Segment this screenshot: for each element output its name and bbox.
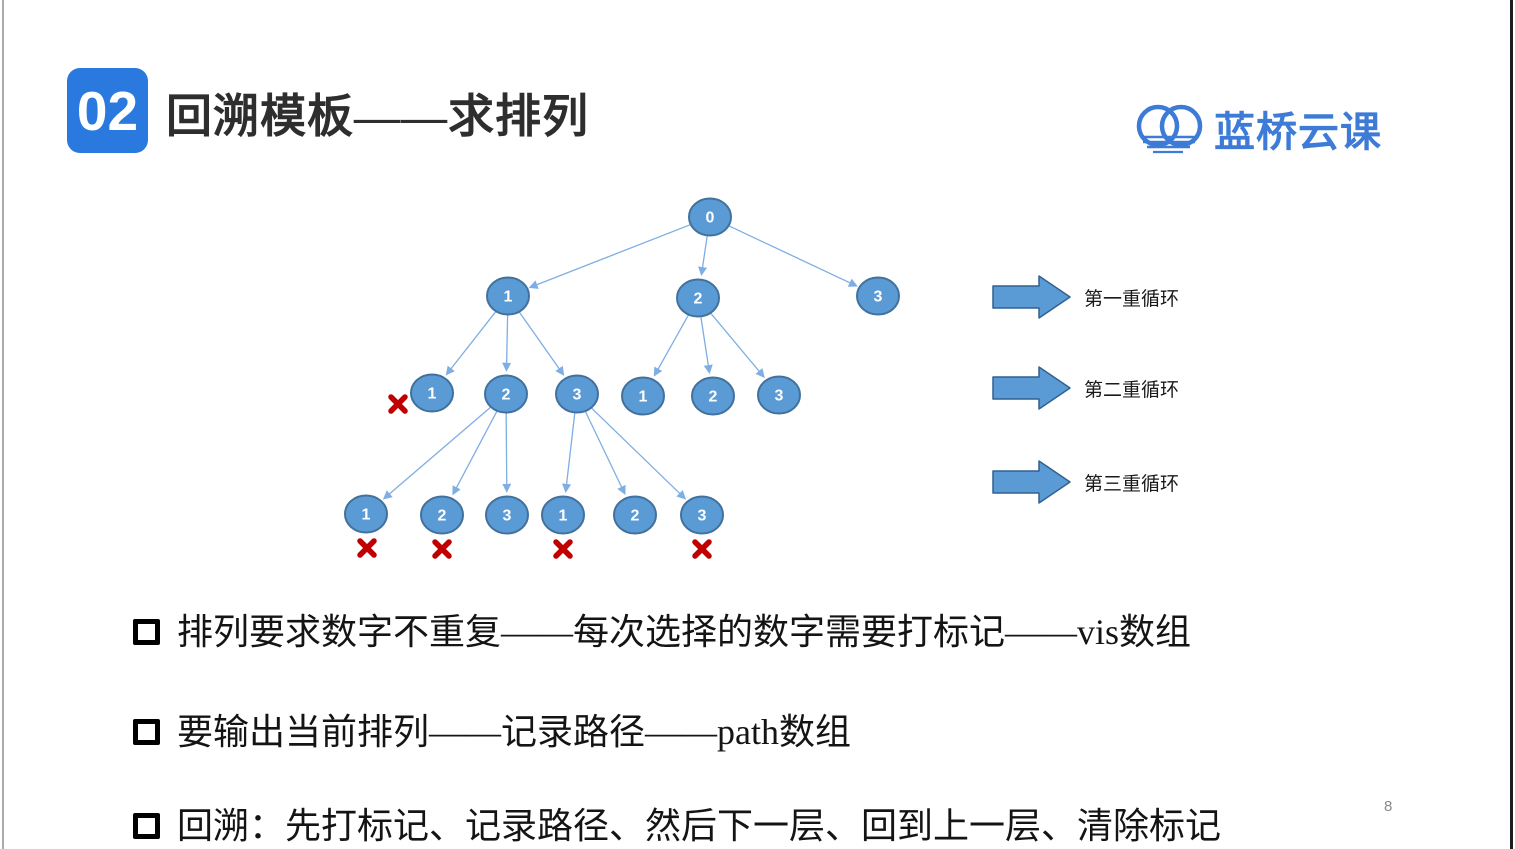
bullet-item-1: 排列要求数字不重复——每次选择的数字需要打标记——vis数组	[133, 610, 1473, 654]
tree-node-label: 1	[504, 289, 513, 306]
tree-node: 2	[420, 495, 464, 535]
square-bullet-icon	[133, 719, 160, 745]
section-number-badge: 02	[67, 68, 148, 153]
tree-node-label: 2	[694, 291, 703, 308]
bullet-item-3: 回溯：先打标记、记录路径、然后下一层、回到上一层、清除标记	[133, 804, 1473, 848]
tree-node: 2	[484, 374, 528, 414]
tree-edge	[653, 314, 690, 377]
slide-title: 回溯模板——求排列	[166, 91, 589, 142]
tree-node: 1	[344, 494, 388, 534]
tree-node-label: 2	[502, 387, 511, 404]
tree-edge	[700, 316, 713, 375]
x-mark-icon	[432, 539, 452, 559]
brand-logo: 蓝桥云课	[1134, 98, 1382, 158]
loop-annotation-3: 第三重循环	[992, 459, 1179, 505]
tree-node: 3	[485, 495, 529, 535]
tree-node-label: 3	[573, 387, 582, 404]
tree-node-label: 3	[698, 508, 707, 525]
loop-annotation-1: 第一重循环	[992, 274, 1179, 320]
tree-node-label: 2	[709, 389, 718, 406]
tree-node: 1	[486, 276, 530, 316]
brand-logo-text: 蓝桥云课	[1214, 109, 1382, 155]
block-arrow-icon	[992, 366, 1071, 410]
tree-edge	[698, 235, 708, 277]
tree-node-label: 3	[503, 508, 512, 525]
block-arrow-icon	[992, 275, 1071, 319]
tree-edge	[445, 310, 497, 376]
page-number: 8	[1384, 798, 1393, 815]
tree-node: 1	[541, 495, 585, 535]
tree-edge	[502, 314, 512, 372]
tree-node: 1	[621, 376, 665, 416]
square-bullet-icon	[133, 619, 160, 645]
tree-node: 3	[757, 375, 801, 415]
bullet-item-2: 要输出当前排列——记录路径——path数组	[133, 710, 1473, 754]
tree-edge	[382, 405, 492, 500]
tree-edge	[590, 406, 687, 500]
tree-node: 0	[688, 197, 732, 237]
tree-node-label: 3	[775, 388, 784, 405]
tree-node: 3	[680, 495, 724, 535]
permutation-tree-diagram: 0 1 2 3 1 2 3 1 2 3 1 2 3 1 2 3	[344, 197, 900, 559]
tree-edge	[518, 311, 565, 376]
tree-node-label: 1	[639, 389, 648, 406]
tree-edge	[726, 224, 858, 287]
x-mark-icon	[388, 394, 408, 414]
loop-label: 第二重循环	[1084, 379, 1180, 401]
tree-node-label: 3	[874, 289, 883, 306]
tree-node: 2	[613, 495, 657, 535]
tree-edge	[502, 412, 512, 493]
tree-node: 1	[410, 373, 454, 413]
bullet-text: 排列要求数字不重复——每次选择的数字需要打标记——vis数组	[177, 612, 1192, 652]
block-arrow-icon	[992, 460, 1071, 504]
window-right-border	[1510, 0, 1513, 849]
tree-node: 2	[676, 278, 720, 318]
section-number: 02	[76, 79, 139, 142]
window-left-border	[2, 0, 4, 849]
lanqiao-rings-icon	[1136, 104, 1203, 154]
tree-node: 2	[691, 376, 735, 416]
x-mark-icon	[692, 539, 712, 559]
tree-node-label: 1	[559, 508, 568, 525]
tree-edge	[452, 410, 498, 496]
tree-node-label: 2	[631, 508, 640, 525]
tree-node-label: 2	[438, 508, 447, 525]
bullet-text: 要输出当前排列——记录路径——path数组	[177, 712, 851, 752]
tree-edge	[709, 312, 765, 378]
tree-node: 3	[555, 374, 599, 414]
loop-label: 第三重循环	[1084, 473, 1180, 495]
loop-label: 第一重循环	[1084, 288, 1180, 310]
bullet-text: 回溯：先打标记、记录路径、然后下一层、回到上一层、清除标记	[177, 806, 1222, 846]
tree-node: 3	[856, 276, 900, 316]
tree-node-label: 0	[706, 210, 715, 227]
loop-annotation-2: 第二重循环	[992, 365, 1179, 411]
tree-edge	[584, 410, 626, 495]
tree-edge	[562, 412, 576, 493]
tree-edge	[528, 223, 693, 289]
tree-node-label: 1	[362, 507, 371, 524]
tree-node-label: 1	[428, 386, 437, 403]
square-bullet-icon	[133, 813, 160, 839]
x-mark-icon	[553, 539, 573, 559]
x-mark-icon	[357, 538, 377, 558]
